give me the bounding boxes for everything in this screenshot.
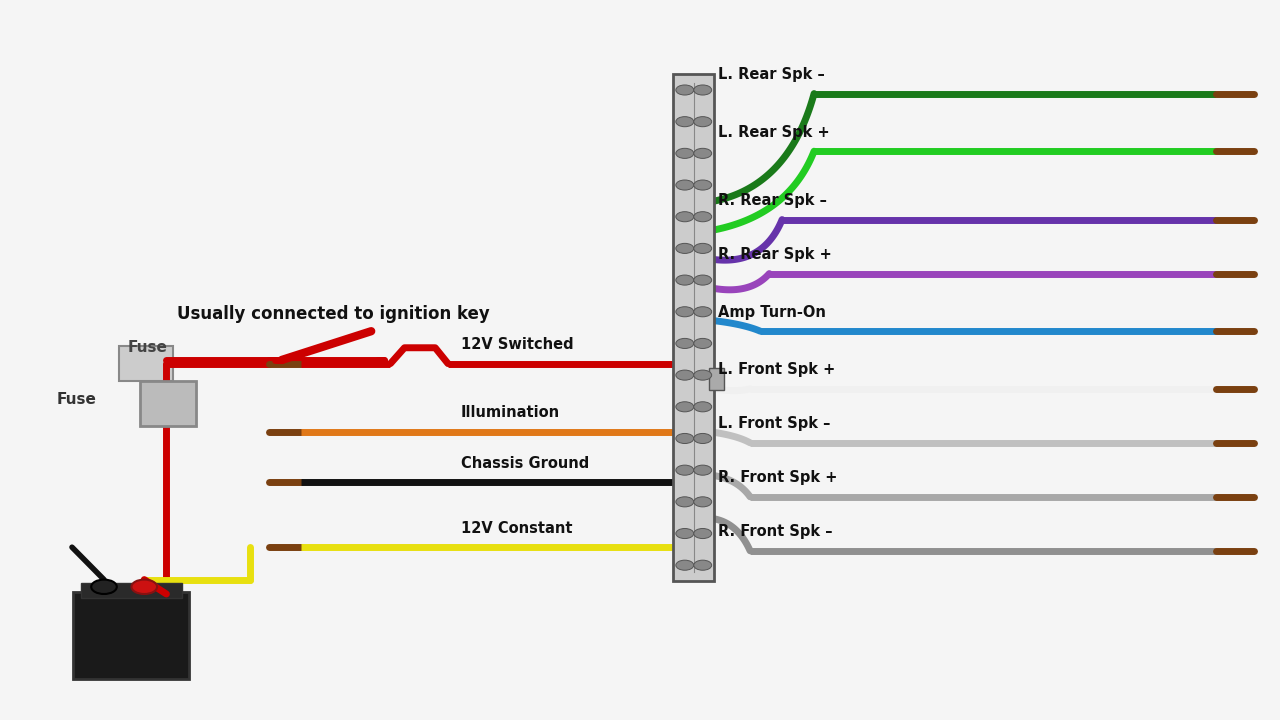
- Text: Chassis Ground: Chassis Ground: [461, 456, 589, 471]
- Circle shape: [694, 560, 712, 570]
- Circle shape: [694, 180, 712, 190]
- Text: R. Rear Spk +: R. Rear Spk +: [718, 247, 832, 262]
- Text: Fuse: Fuse: [56, 392, 96, 407]
- Text: R. Rear Spk –: R. Rear Spk –: [718, 193, 827, 208]
- Circle shape: [694, 243, 712, 253]
- Circle shape: [676, 402, 694, 412]
- Circle shape: [676, 243, 694, 253]
- Text: R. Front Spk –: R. Front Spk –: [718, 524, 832, 539]
- Circle shape: [694, 85, 712, 95]
- Text: Fuse: Fuse: [128, 340, 168, 355]
- Circle shape: [694, 275, 712, 285]
- Circle shape: [676, 180, 694, 190]
- Circle shape: [694, 117, 712, 127]
- Circle shape: [694, 433, 712, 444]
- Circle shape: [694, 307, 712, 317]
- Text: Usually connected to ignition key: Usually connected to ignition key: [177, 305, 489, 323]
- Circle shape: [676, 497, 694, 507]
- Text: L. Front Spk –: L. Front Spk –: [718, 416, 831, 431]
- Circle shape: [676, 338, 694, 348]
- Circle shape: [676, 465, 694, 475]
- FancyBboxPatch shape: [709, 368, 724, 390]
- Circle shape: [676, 148, 694, 158]
- Circle shape: [694, 497, 712, 507]
- Circle shape: [91, 580, 116, 594]
- Text: L. Rear Spk –: L. Rear Spk –: [718, 67, 824, 82]
- Circle shape: [694, 465, 712, 475]
- Circle shape: [676, 307, 694, 317]
- Circle shape: [676, 560, 694, 570]
- Circle shape: [694, 370, 712, 380]
- Text: L. Front Spk +: L. Front Spk +: [718, 362, 836, 377]
- Circle shape: [694, 148, 712, 158]
- FancyBboxPatch shape: [119, 346, 173, 381]
- Text: R. Front Spk +: R. Front Spk +: [718, 470, 837, 485]
- Circle shape: [676, 370, 694, 380]
- Circle shape: [694, 338, 712, 348]
- FancyBboxPatch shape: [73, 592, 189, 679]
- Circle shape: [676, 85, 694, 95]
- FancyBboxPatch shape: [673, 74, 714, 581]
- Circle shape: [676, 433, 694, 444]
- Circle shape: [694, 528, 712, 539]
- Text: 12V Constant: 12V Constant: [461, 521, 572, 536]
- FancyBboxPatch shape: [140, 381, 196, 426]
- FancyBboxPatch shape: [81, 583, 182, 598]
- Circle shape: [676, 117, 694, 127]
- Text: L. Rear Spk +: L. Rear Spk +: [718, 125, 829, 140]
- Text: Illumination: Illumination: [461, 405, 559, 420]
- Circle shape: [694, 402, 712, 412]
- Text: Amp Turn-On: Amp Turn-On: [718, 305, 826, 320]
- Circle shape: [676, 212, 694, 222]
- Circle shape: [132, 580, 157, 594]
- Text: 12V Switched: 12V Switched: [461, 337, 573, 352]
- Circle shape: [676, 275, 694, 285]
- Circle shape: [676, 528, 694, 539]
- Circle shape: [694, 212, 712, 222]
